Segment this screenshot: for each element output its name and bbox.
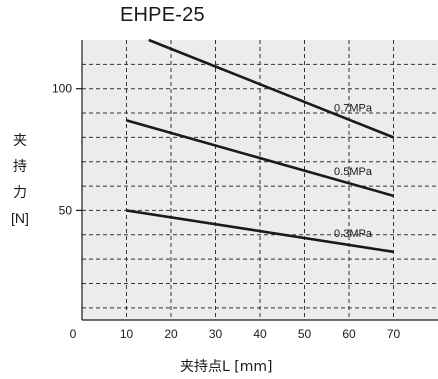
x-tick-label: 10	[120, 327, 134, 341]
y-axis-label-char-2: 持	[13, 159, 27, 175]
axis-layer	[76, 40, 438, 321]
series-line	[126, 119, 394, 198]
y-tick-label: 100	[52, 82, 72, 96]
series-line	[148, 38, 394, 139]
grid-layer	[82, 40, 438, 320]
y-tick-label: 50	[59, 203, 73, 217]
y-axis-label: 夹 持 力	[6, 128, 34, 206]
series-layer	[126, 38, 394, 254]
x-tick-label: 70	[387, 327, 401, 341]
series-label: 0.5MPa	[334, 166, 373, 178]
x-tick-label: 60	[342, 327, 356, 341]
x-tick-label: 50	[298, 327, 312, 341]
y-axis-label-char-1: 夹	[13, 133, 27, 149]
x-tick-label: 40	[253, 327, 267, 341]
series-label: 0.7MPa	[334, 103, 373, 115]
label-layer: 50 100 0 10 20 30 40 50 60 70 0.7MPa 0.5MPa 0.3MPa	[52, 82, 401, 341]
x-tick-label: 30	[209, 327, 223, 341]
x-axis-label: 夹持点L [mm]	[180, 359, 273, 375]
chart-title: EHPE-25	[120, 4, 205, 26]
series-line	[126, 209, 394, 254]
y-axis-unit: [N]	[11, 210, 29, 226]
y-axis-label-char-3: 力	[13, 185, 27, 201]
series-label: 0.3MPa	[334, 228, 373, 240]
x-tick-label: 20	[164, 327, 178, 341]
x-tick-label: 0	[70, 327, 77, 341]
